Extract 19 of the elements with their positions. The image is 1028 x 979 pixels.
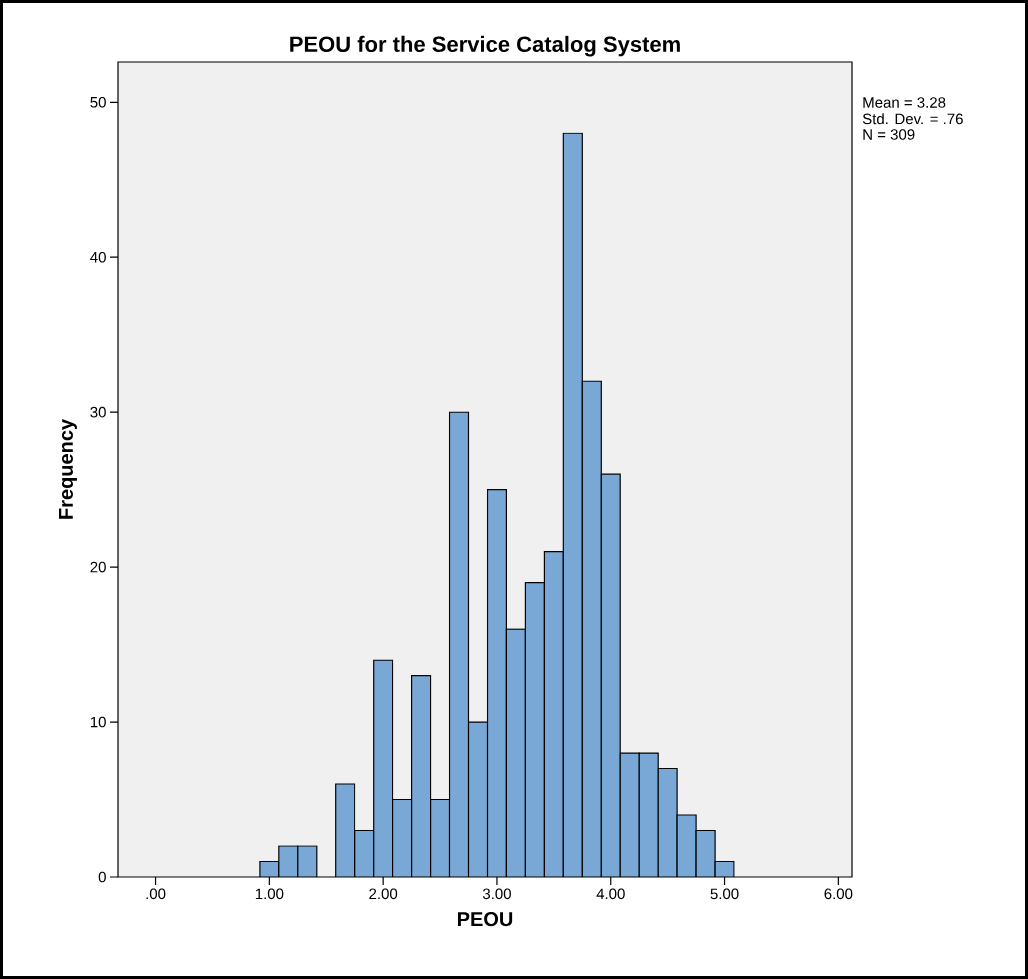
x-tick-label: 2.00: [369, 888, 398, 900]
x-tick-label: 5.00: [710, 888, 739, 900]
x-tick-label: 6.00: [824, 888, 853, 900]
x-tick-label: 1.00: [255, 888, 284, 900]
y-tick-label: 40: [90, 251, 106, 263]
chart-title: PEOU for the Service Catalog System: [290, 35, 680, 57]
text: N = 309: [863, 129, 915, 140]
y-tick-label: 50: [90, 96, 106, 108]
x-tick-label: 3.00: [482, 888, 511, 900]
y-tick-label: 10: [90, 716, 106, 728]
text: Mean = 3.28: [863, 97, 946, 108]
x-tick-label: 4.00: [596, 888, 625, 900]
y-tick-label: 0: [98, 871, 106, 883]
y-tick-label: 30: [90, 406, 106, 418]
x-tick-label: .00: [146, 888, 166, 900]
x-axis-title: PEOU: [458, 912, 513, 927]
y-tick-label: 20: [90, 561, 106, 573]
text: Std. Dev. = .76: [862, 113, 963, 125]
y-axis-title: Frequency: [59, 419, 77, 519]
